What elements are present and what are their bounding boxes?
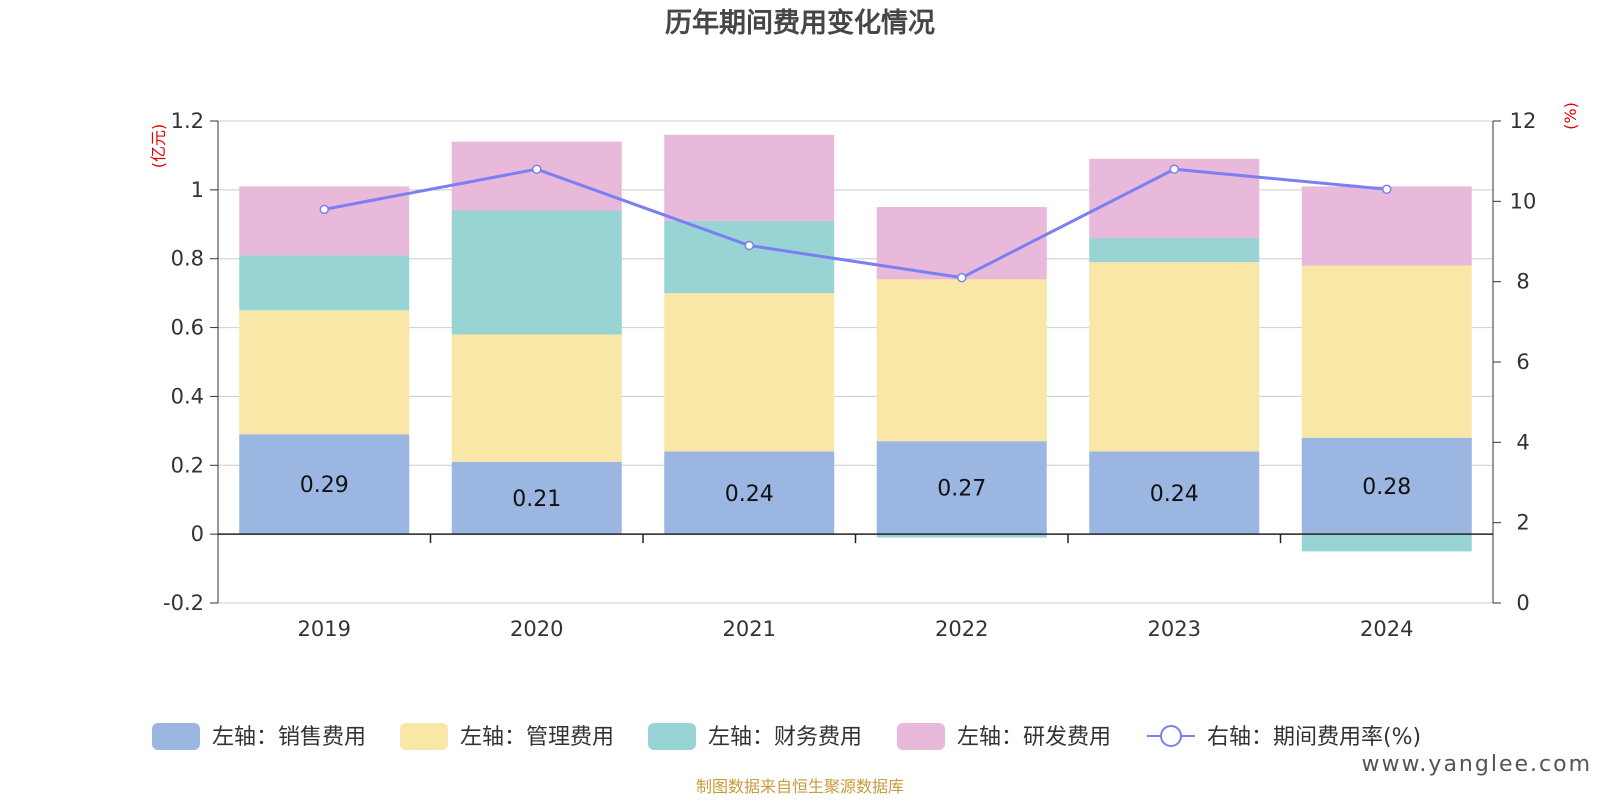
legend-swatch: [648, 723, 696, 750]
line-point: [744, 240, 754, 251]
bar-segment: [876, 534, 1047, 538]
left-tick-label: 0.4: [171, 384, 204, 408]
left-tick-label: 0.6: [171, 316, 204, 340]
legend-swatch: [152, 723, 200, 750]
bar-segment: [239, 434, 410, 535]
bar-segment: [876, 207, 1047, 280]
bar-segment: [1301, 186, 1472, 266]
right-tick-label: 4: [1516, 430, 1529, 454]
line-point: [1382, 184, 1392, 195]
bar-value-label: 0.24: [1150, 482, 1199, 507]
bar-segment: [664, 293, 835, 452]
bar-segment: [1301, 437, 1472, 535]
left-tick-label: 0.8: [171, 247, 204, 271]
right-tick-label: 2: [1516, 511, 1529, 535]
legend-label: 右轴：期间费用率(%): [1207, 725, 1421, 750]
bar-segment: [451, 141, 622, 211]
x-tick-label: 2019: [298, 617, 351, 641]
left-tick-label: -0.2: [163, 591, 204, 615]
left-tick-label: 0.2: [171, 453, 204, 477]
bar-labels: 0.29 0.21 0.24 0.27 0.24 0.28: [300, 473, 1411, 512]
bar-value-label: 0.27: [937, 477, 986, 502]
right-axis-unit: (%): [1561, 102, 1580, 130]
bar-value-label: 0.29: [300, 473, 349, 498]
bar-segment: [451, 461, 622, 535]
x-tick-label: 2020: [510, 617, 563, 641]
expense-rate-line: [323, 167, 1387, 280]
bar-segment: [451, 210, 622, 335]
bar-value-label: 0.21: [512, 487, 561, 512]
legend-label: 左轴：销售费用: [212, 725, 366, 750]
legend-line-marker: [1160, 725, 1182, 747]
bar-segment: [451, 334, 622, 462]
bar-segment: [1089, 451, 1260, 535]
bar-segment: [876, 279, 1047, 442]
bar-segment: [1089, 262, 1260, 452]
bar-segment: [1301, 534, 1472, 552]
x-tick-label: 2023: [1148, 617, 1201, 641]
legend-label: 左轴：研发费用: [957, 725, 1111, 750]
left-axis-unit: (亿元): [149, 124, 168, 169]
bar-value-label: 0.28: [1362, 475, 1411, 500]
bar-segment: [664, 134, 835, 221]
x-tick-label: 2021: [723, 617, 776, 641]
right-tick-label: 10: [1510, 189, 1537, 213]
bar-segment: [876, 441, 1047, 535]
bar-segment: [664, 220, 835, 294]
x-tick-label: 2024: [1360, 617, 1413, 641]
left-tick-label: 0: [191, 522, 204, 546]
line-series: [319, 164, 1392, 283]
right-tick-label: 0: [1516, 591, 1529, 615]
axes: -0.2 0 0.2 0.4 0.6 0.8 1 1.2 0 2 4 6 8 10 12 2019 2020 20…: [163, 109, 1536, 641]
line-point: [319, 204, 329, 215]
bar-segment: [239, 310, 410, 435]
bar-segment: [664, 451, 835, 535]
legend-swatch: [400, 723, 448, 750]
bar-segment: [239, 255, 410, 311]
bar-segment: [1301, 265, 1472, 438]
bar-series: [239, 134, 1472, 552]
bar-value-label: 0.24: [725, 482, 774, 507]
line-point: [957, 272, 967, 283]
line-point: [1169, 164, 1179, 174]
left-tick-label: 1: [191, 178, 204, 202]
left-tick-label: 1.2: [171, 109, 204, 133]
x-tick-label: 2022: [935, 617, 988, 641]
watermark: www.yanglee.com: [1361, 752, 1592, 777]
right-tick-label: 12: [1510, 109, 1537, 133]
data-source-note: 制图数据来自恒生聚源数据库: [696, 777, 904, 796]
right-tick-label: 8: [1516, 270, 1529, 294]
legend: 左轴：销售费用 左轴：管理费用 左轴：财务费用 左轴：研发费用 右轴：期间费用率(%): [152, 723, 1421, 750]
bar-segment: [1089, 238, 1260, 263]
line-point: [532, 164, 542, 174]
right-tick-label: 6: [1516, 350, 1529, 374]
legend-label: 左轴：管理费用: [460, 725, 614, 750]
legend-label: 左轴：财务费用: [708, 725, 862, 750]
chart-title: 历年期间费用变化情况: [665, 7, 935, 39]
legend-swatch: [897, 723, 945, 750]
